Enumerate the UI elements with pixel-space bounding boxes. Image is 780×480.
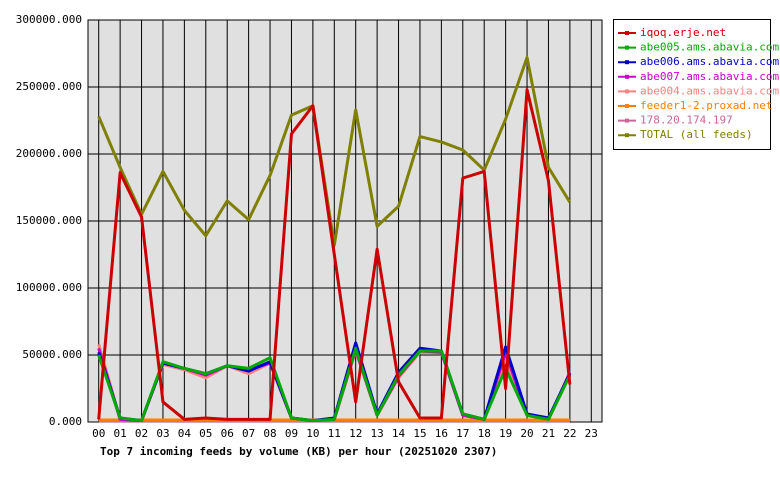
series-line	[97, 88, 572, 421]
x-tick-label: 14	[392, 427, 406, 440]
legend-marker	[625, 133, 629, 138]
y-tick-label: 300000.000	[16, 13, 82, 26]
x-tick-label: 16	[435, 427, 448, 440]
legend-label: abe005.ams.abavia.com	[640, 41, 779, 54]
x-tick-label: 02	[135, 427, 148, 440]
x-tick-label: 05	[199, 427, 212, 440]
x-tick-label: 10	[306, 427, 319, 440]
y-tick-label: 250000.000	[16, 80, 82, 93]
y-tick-label: 100000.000	[16, 281, 82, 294]
x-tick-label: 17	[456, 427, 469, 440]
x-tick-label: 12	[349, 427, 362, 440]
legend-marker	[625, 31, 629, 35]
x-tick-label: 19	[499, 427, 512, 440]
legend-label: feeder1-2.proxad.net	[640, 99, 772, 112]
chart-title: Top 7 incoming feeds by volume (KB) per …	[100, 445, 497, 458]
x-tick-label: 06	[221, 427, 234, 440]
x-tick-label: 07	[242, 427, 255, 440]
x-tick-label: 03	[156, 427, 169, 440]
legend-label: abe006.ams.abavia.com	[640, 55, 779, 68]
y-tick-label: 0.000	[49, 415, 82, 428]
legend	[613, 19, 771, 150]
x-tick-label: 00	[92, 427, 105, 440]
x-tick-label: 11	[328, 427, 341, 440]
legend-marker	[625, 104, 629, 108]
legend-marker	[625, 60, 629, 65]
legend-marker	[625, 45, 629, 50]
legend-label: abe004.ams.abavia.com	[640, 84, 779, 97]
series-line	[97, 346, 572, 423]
y-tick-label: 150000.000	[16, 214, 82, 227]
x-tick-label: 01	[114, 427, 127, 440]
x-tick-label: 18	[478, 427, 491, 440]
legend-label: TOTAL (all feeds)	[640, 128, 753, 141]
x-tick-label: 08	[263, 427, 276, 440]
y-tick-label: 50000.000	[22, 348, 82, 361]
x-tick-label: 09	[285, 427, 298, 440]
y-tick-label: 200000.000	[16, 147, 82, 160]
legend-marker	[625, 89, 629, 94]
legend-label: iqoq.erje.net	[640, 26, 726, 39]
x-tick-label: 22	[563, 427, 576, 440]
legend-label: abe007.ams.abavia.com	[640, 70, 779, 83]
x-tick-label: 13	[371, 427, 384, 440]
x-tick-label: 20	[520, 427, 533, 440]
legend-label: 178.20.174.197	[640, 114, 733, 127]
x-tick-label: 04	[178, 427, 192, 440]
x-tick-label: 21	[542, 427, 555, 440]
legend-marker	[625, 74, 629, 79]
x-tick-label: 23	[585, 427, 598, 440]
x-tick-label: 15	[413, 427, 426, 440]
legend-marker	[625, 118, 629, 123]
